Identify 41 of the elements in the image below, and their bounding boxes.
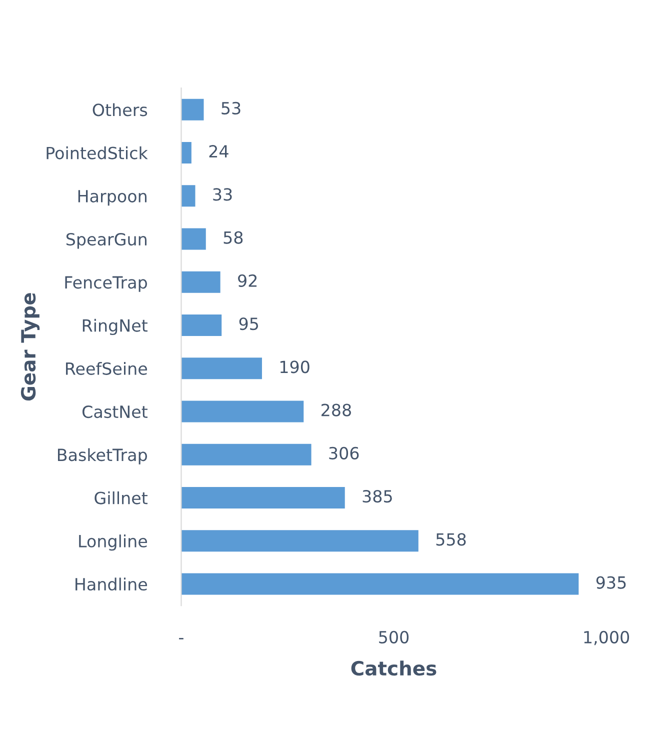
bar [181, 98, 204, 120]
bar [181, 400, 304, 422]
y-tick-label: Longline [79, 534, 147, 551]
y-tick-label: FenceTrap [65, 276, 147, 292]
x-tick-label: 1,000 [584, 630, 630, 646]
data-label: 24 [209, 144, 228, 158]
bar [181, 185, 196, 207]
data-label: 935 [596, 576, 626, 589]
x-tick-label: 500 [379, 630, 409, 644]
x-tick-label: - [179, 638, 184, 640]
y-tick-label: Handline [76, 578, 148, 591]
y-tick-label: SpearGun [66, 232, 146, 249]
y-tick-label: CastNet [82, 405, 148, 418]
bar [181, 530, 418, 552]
y-tick-label: Gillnet [94, 491, 148, 504]
bar [181, 271, 220, 293]
data-label: 306 [329, 446, 359, 460]
y-tick-label: Others [92, 103, 148, 116]
y-tick-label: PointedStick [46, 146, 148, 160]
y-axis-title: Gear Type [20, 293, 40, 401]
x-axis-title: Catches [351, 660, 436, 676]
data-label: 95 [239, 317, 258, 330]
y-tick-label: ReefSeine [66, 362, 147, 375]
data-label: 33 [213, 188, 232, 201]
y-tick-label: Harpoon [78, 190, 146, 206]
y-tick-label: BasketTrap [58, 448, 147, 464]
bar [181, 444, 312, 466]
data-label: 53 [222, 102, 240, 114]
data-label: 92 [238, 274, 257, 287]
bar [181, 358, 262, 380]
data-label: 385 [362, 490, 392, 503]
data-label: 58 [224, 231, 243, 244]
bar [181, 486, 345, 509]
y-tick-label: RingNet [82, 318, 148, 336]
data-label: 288 [322, 404, 351, 416]
bar [181, 142, 192, 164]
bar [181, 314, 222, 336]
bar [181, 228, 206, 250]
data-label: 558 [436, 533, 466, 546]
data-label: 190 [280, 360, 310, 374]
bar [181, 573, 579, 595]
